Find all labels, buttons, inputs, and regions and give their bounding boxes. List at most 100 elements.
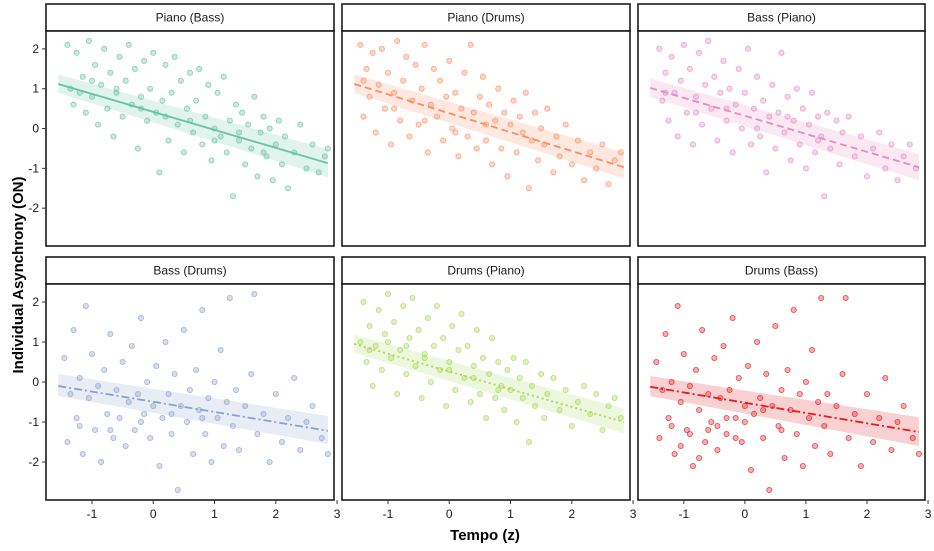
data-point bbox=[263, 153, 270, 160]
data-point bbox=[85, 37, 92, 44]
data-point bbox=[208, 157, 215, 164]
data-point bbox=[802, 165, 809, 172]
data-point bbox=[544, 390, 551, 397]
data-point bbox=[686, 430, 693, 437]
data-point bbox=[900, 153, 907, 160]
data-point bbox=[101, 366, 108, 373]
data-point bbox=[680, 41, 687, 48]
data-point bbox=[113, 386, 120, 393]
data-point bbox=[574, 398, 581, 405]
data-point bbox=[839, 129, 846, 136]
data-point bbox=[482, 414, 489, 421]
data-point bbox=[236, 446, 243, 453]
data-point bbox=[671, 450, 678, 457]
trend-line bbox=[649, 87, 920, 169]
data-point bbox=[391, 105, 398, 112]
data-point bbox=[418, 85, 425, 92]
data-point bbox=[510, 354, 517, 361]
y-tick-label: 0 bbox=[32, 122, 39, 136]
data-point bbox=[769, 81, 776, 88]
data-point bbox=[199, 141, 206, 148]
confidence-band bbox=[354, 334, 624, 434]
data-point bbox=[668, 378, 675, 385]
data-point bbox=[248, 145, 255, 152]
data-point bbox=[693, 93, 700, 100]
facet-panel: Drums (Bass) -1 0 1 2 3 bbox=[637, 256, 932, 521]
data-point bbox=[793, 85, 800, 92]
data-point bbox=[702, 438, 709, 445]
data-point bbox=[107, 426, 114, 433]
data-point bbox=[165, 137, 172, 144]
data-point bbox=[747, 141, 754, 148]
data-point bbox=[538, 125, 545, 132]
data-point bbox=[321, 153, 328, 160]
data-point bbox=[479, 354, 486, 361]
data-point bbox=[845, 434, 852, 441]
data-point bbox=[735, 65, 742, 72]
data-point bbox=[738, 438, 745, 445]
y-tick-label: 2 bbox=[32, 295, 39, 309]
x-tick-label: -1 bbox=[383, 507, 394, 521]
data-point bbox=[168, 89, 175, 96]
x-tick-label: 3 bbox=[925, 507, 932, 521]
facet-panels: Piano (Bass) -2 -1 0 1 2 Piano (Drums) Bass (Pi… bbox=[28, 3, 932, 521]
panel-border bbox=[341, 283, 631, 501]
data-point bbox=[372, 342, 379, 349]
data-point bbox=[581, 382, 588, 389]
data-point bbox=[519, 394, 526, 401]
data-point bbox=[147, 85, 154, 92]
data-point bbox=[254, 173, 261, 180]
data-point bbox=[772, 145, 779, 152]
data-point bbox=[790, 117, 797, 124]
data-point bbox=[744, 45, 751, 52]
data-point bbox=[452, 386, 459, 393]
data-point bbox=[193, 366, 200, 373]
data-point bbox=[495, 85, 502, 92]
data-point bbox=[242, 161, 249, 168]
data-point bbox=[550, 169, 557, 176]
data-point bbox=[211, 378, 218, 385]
data-point bbox=[406, 133, 413, 140]
data-point bbox=[384, 69, 391, 76]
data-point bbox=[397, 346, 404, 353]
data-point bbox=[412, 61, 419, 68]
data-point bbox=[98, 458, 105, 465]
data-point bbox=[489, 334, 496, 341]
data-point bbox=[683, 426, 690, 433]
data-point bbox=[507, 121, 514, 128]
data-point bbox=[248, 370, 255, 377]
x-tick-label: 2 bbox=[272, 507, 279, 521]
y-axis-title: Individual Asynchrony (ON) bbox=[10, 177, 27, 374]
data-point bbox=[790, 306, 797, 313]
data-point bbox=[297, 121, 304, 128]
data-point bbox=[205, 81, 212, 88]
data-point bbox=[833, 402, 840, 409]
data-point bbox=[479, 73, 486, 80]
data-point bbox=[357, 41, 364, 48]
y-tick-label: -1 bbox=[28, 161, 39, 175]
data-point bbox=[363, 358, 370, 365]
data-point bbox=[378, 366, 385, 373]
data-point bbox=[141, 410, 148, 417]
data-point bbox=[217, 133, 224, 140]
x-tick-label: 1 bbox=[211, 507, 218, 521]
data-point bbox=[257, 129, 264, 136]
data-point bbox=[470, 109, 477, 116]
data-point bbox=[513, 149, 520, 156]
data-point bbox=[421, 41, 428, 48]
data-point bbox=[751, 105, 758, 112]
data-point bbox=[741, 89, 748, 96]
data-point bbox=[781, 129, 788, 136]
data-point bbox=[397, 117, 404, 124]
data-point bbox=[735, 374, 742, 381]
data-point bbox=[550, 374, 557, 381]
data-point bbox=[125, 41, 132, 48]
data-point bbox=[723, 117, 730, 124]
data-point bbox=[677, 398, 684, 405]
plot-area bbox=[638, 31, 925, 246]
data-point bbox=[150, 402, 157, 409]
data-point bbox=[809, 346, 816, 353]
data-point bbox=[556, 153, 563, 160]
data-point bbox=[556, 406, 563, 413]
data-point bbox=[369, 49, 376, 56]
